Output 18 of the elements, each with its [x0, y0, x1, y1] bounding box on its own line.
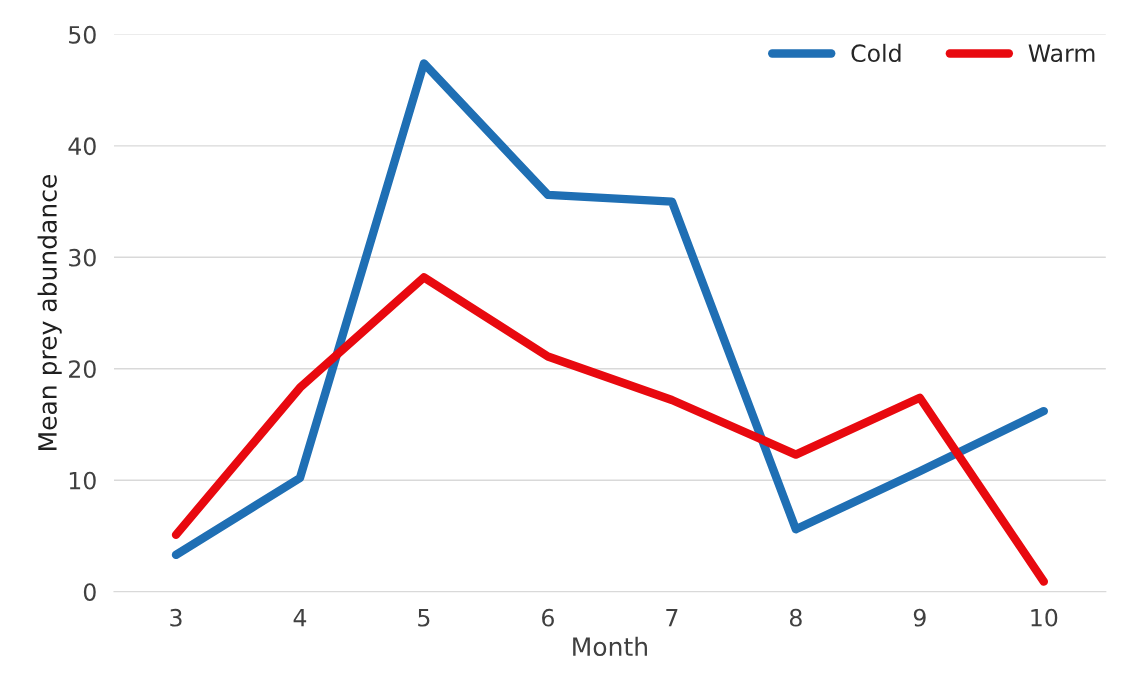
y-tick-label: 30 — [69, 248, 96, 267]
y-axis-title: Mean prey abundance — [37, 174, 62, 450]
x-tick-label: 3 — [170, 608, 182, 627]
legend-label: Warm — [1028, 44, 1095, 63]
y-tick-label: 10 — [69, 471, 96, 490]
x-axis-title: Month — [573, 636, 647, 657]
legend-label: Cold — [851, 43, 901, 63]
x-tick-label: 10 — [1031, 608, 1058, 627]
y-tick-label: 50 — [69, 25, 96, 44]
x-tick-label: 6 — [542, 608, 554, 627]
x-tick-label: 7 — [666, 609, 678, 627]
y-tick-label: 0 — [83, 583, 96, 601]
x-tick-label: 8 — [789, 608, 802, 627]
x-tick-label: 9 — [913, 608, 926, 627]
y-tick-label: 20 — [69, 360, 96, 379]
x-tick-label: 5 — [418, 609, 430, 627]
y-tick-label: 40 — [68, 137, 96, 156]
x-tick-label: 4 — [293, 609, 307, 627]
